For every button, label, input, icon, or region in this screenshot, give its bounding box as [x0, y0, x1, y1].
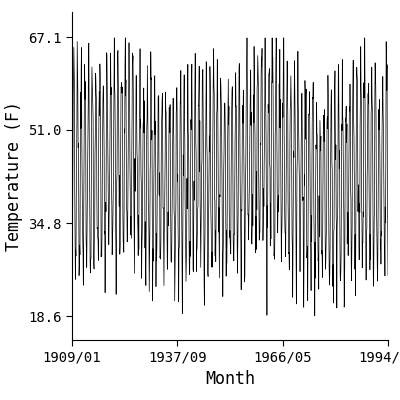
X-axis label: Month: Month — [205, 370, 255, 388]
Y-axis label: Temperature (F): Temperature (F) — [4, 101, 22, 251]
